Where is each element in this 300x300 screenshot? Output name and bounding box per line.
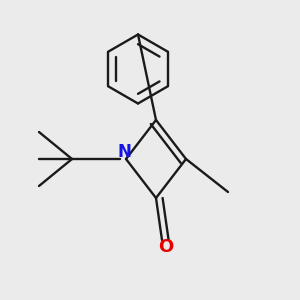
Text: N: N <box>118 143 131 161</box>
Text: O: O <box>158 238 173 256</box>
